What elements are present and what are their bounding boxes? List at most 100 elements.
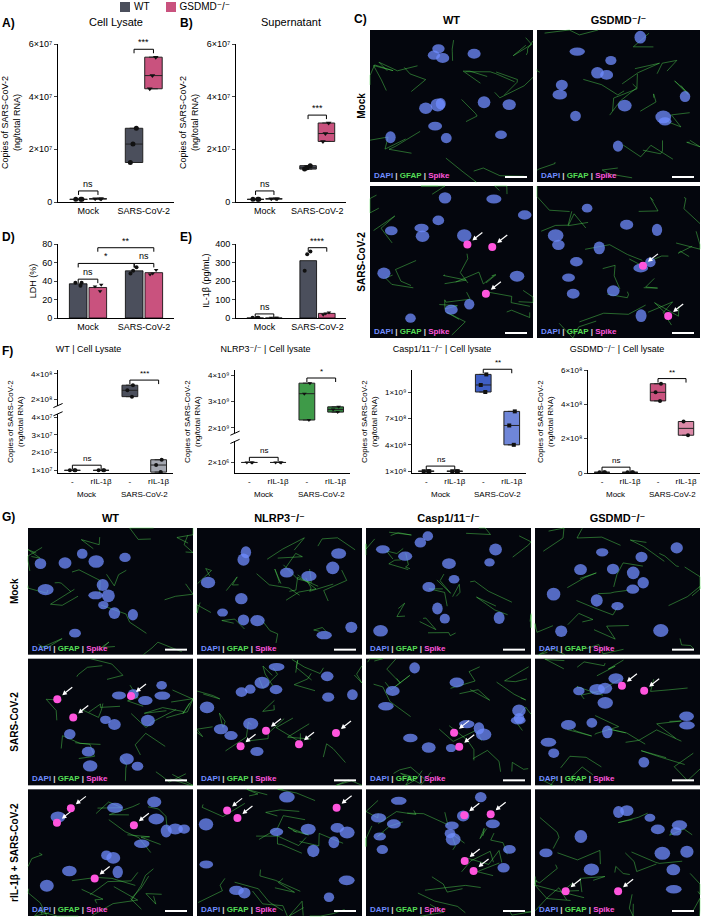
svg-text:-: - (248, 477, 251, 486)
svg-text:Mock: Mock (254, 206, 276, 216)
svg-text:DAPI | GFAP | Spike: DAPI | GFAP | Spike (201, 905, 277, 914)
svg-text:Mock: Mock (254, 322, 276, 332)
svg-text:2×10⁷: 2×10⁷ (31, 448, 52, 457)
svg-text:DAPI | GFAP | Spike: DAPI | GFAP | Spike (32, 644, 108, 653)
svg-text:ns: ns (260, 179, 270, 189)
svg-text:DAPI | GFAP | Spike: DAPI | GFAP | Spike (541, 171, 617, 180)
svg-text:SARS-CoV-2: SARS-CoV-2 (118, 322, 171, 332)
svg-text:Supernatant: Supernatant (261, 16, 321, 28)
svg-text:3×10⁹: 3×10⁹ (208, 397, 229, 406)
svg-text:Mock: Mock (77, 206, 99, 216)
svg-text:4×10⁷: 4×10⁷ (207, 92, 231, 102)
svg-text:IL-1β (pg/mL): IL-1β (pg/mL) (201, 254, 211, 308)
svg-text:Mock: Mock (77, 490, 97, 499)
svg-text:80: 80 (42, 239, 52, 249)
svg-text:SARS-CoV-2: SARS-CoV-2 (117, 206, 170, 216)
svg-text:-: - (601, 477, 604, 486)
svg-text:1×10⁹: 1×10⁹ (385, 388, 406, 397)
svg-text:DAPI | GFAP | Spike: DAPI | GFAP | Spike (539, 905, 615, 914)
svg-text:2×10⁸: 2×10⁸ (31, 395, 52, 404)
svg-text:4×10⁷: 4×10⁷ (29, 92, 53, 102)
svg-text:rIL-1β: rIL-1β (325, 477, 346, 486)
svg-text:DAPI | GFAP | Spike: DAPI | GFAP | Spike (32, 905, 108, 914)
svg-text:ns: ns (139, 251, 149, 261)
svg-text:***: *** (140, 369, 149, 378)
svg-text:NLRP3⁻/⁻ | Cell lysate: NLRP3⁻/⁻ | Cell lysate (221, 344, 311, 354)
svg-text:GSDMD⁻/⁻: GSDMD⁻/⁻ (591, 14, 647, 26)
svg-text:4×10⁹: 4×10⁹ (208, 371, 229, 380)
svg-text:Mock: Mock (606, 490, 626, 499)
svg-text:20: 20 (42, 295, 52, 305)
svg-text:DAPI | GFAP | Spike: DAPI | GFAP | Spike (370, 644, 446, 653)
svg-text:Mock: Mock (9, 578, 20, 604)
svg-text:NLRP3⁻/⁻: NLRP3⁻/⁻ (254, 512, 305, 524)
svg-text:6×10⁷: 6×10⁷ (29, 39, 53, 49)
svg-text:400: 400 (215, 239, 230, 249)
svg-text:rIL-1β: rIL-1β (444, 477, 465, 486)
svg-text:2×10⁷: 2×10⁷ (29, 144, 53, 154)
svg-text:SARS-CoV-2: SARS-CoV-2 (649, 490, 696, 499)
svg-text:SARS-CoV-2: SARS-CoV-2 (298, 490, 345, 499)
svg-text:7×10⁸: 7×10⁸ (385, 414, 406, 423)
svg-text:ns: ns (612, 456, 620, 465)
svg-text:**: ** (122, 236, 130, 246)
svg-text:***: *** (138, 37, 149, 47)
svg-text:-: - (71, 477, 74, 486)
svg-text:*: * (320, 367, 323, 376)
svg-text:ns: ns (83, 267, 93, 277)
svg-text:GSDMD⁻/⁻: GSDMD⁻/⁻ (590, 512, 646, 524)
svg-text:Mock: Mock (431, 490, 451, 499)
svg-text:ns: ns (437, 455, 445, 464)
svg-text:1×10⁷: 1×10⁷ (31, 466, 52, 475)
svg-text:2×10⁹: 2×10⁹ (208, 424, 229, 433)
svg-text:DAPI | GFAP | Spike: DAPI | GFAP | Spike (201, 644, 277, 653)
svg-text:rIL-1β: rIL-1β (675, 477, 696, 486)
svg-text:rIL-1β: rIL-1β (148, 477, 169, 486)
svg-text:-: - (482, 477, 485, 486)
svg-text:-: - (306, 477, 309, 486)
svg-text:DAPI | GFAP | Spike: DAPI | GFAP | Spike (32, 774, 108, 783)
svg-text:rIL-1β: rIL-1β (91, 477, 112, 486)
svg-text:ns: ns (83, 454, 91, 463)
svg-text:Mock: Mock (356, 93, 367, 119)
svg-text:4×10⁸: 4×10⁸ (385, 441, 406, 450)
svg-text:0: 0 (47, 197, 52, 207)
svg-text:Copies of SARS-CoV-2(ng/total: Copies of SARS-CoV-2(ng/total RNA) (6, 380, 25, 463)
svg-text:6×10⁸: 6×10⁸ (561, 366, 582, 375)
svg-text:DAPI | GFAP | Spike: DAPI | GFAP | Spike (370, 905, 446, 914)
svg-text:2×10⁷: 2×10⁷ (207, 144, 231, 154)
svg-text:4×10⁷: 4×10⁷ (31, 413, 52, 422)
svg-text:2×10⁸: 2×10⁸ (561, 434, 582, 443)
svg-text:300: 300 (215, 258, 230, 268)
svg-text:DAPI | GFAP | Spike: DAPI | GFAP | Spike (539, 774, 615, 783)
svg-text:3×10⁷: 3×10⁷ (31, 431, 52, 440)
svg-text:0: 0 (225, 197, 230, 207)
svg-text:rIL-1β: rIL-1β (501, 477, 522, 486)
svg-text:-: - (425, 477, 428, 486)
svg-text:*: * (104, 251, 108, 261)
svg-text:DAPI | GFAP | Spike: DAPI | GFAP | Spike (370, 774, 446, 783)
svg-text:GSDMD⁻/⁻ | Cell lysate: GSDMD⁻/⁻ | Cell lysate (570, 344, 664, 354)
svg-text:DAPI | GFAP | Spike: DAPI | GFAP | Spike (201, 774, 277, 783)
svg-text:SARS-CoV-2: SARS-CoV-2 (474, 490, 521, 499)
svg-text:SARS-CoV-2: SARS-CoV-2 (291, 206, 344, 216)
svg-text:1×10⁸: 1×10⁸ (385, 467, 406, 476)
svg-text:SARS-CoV-2: SARS-CoV-2 (291, 322, 344, 332)
svg-text:rIL-1β + SARS-CoV-2: rIL-1β + SARS-CoV-2 (9, 803, 20, 902)
svg-text:DAPI | GFAP | Spike: DAPI | GFAP | Spike (539, 644, 615, 653)
svg-text:rIL-1β: rIL-1β (268, 477, 289, 486)
svg-text:Copies of SARS-CoV-2(ng/total: Copies of SARS-CoV-2(ng/total RNA) (183, 380, 202, 463)
svg-text:-: - (129, 477, 132, 486)
svg-text:Copies of SARS-CoV-2(ng/total: Copies of SARS-CoV-2(ng/total RNA) (360, 380, 379, 463)
svg-text:2×10⁶: 2×10⁶ (208, 458, 229, 467)
svg-text:DAPI | GFAP | Spike: DAPI | GFAP | Spike (374, 327, 450, 336)
svg-text:Copies of SARS-CoV-2(ng/total: Copies of SARS-CoV-2(ng/total RNA) (0, 76, 22, 169)
svg-text:****: **** (310, 236, 325, 246)
svg-text:Mock: Mock (254, 490, 274, 499)
svg-text:WT | Cell Lysate: WT | Cell Lysate (56, 344, 121, 354)
svg-text:Casp1/11⁻/⁻: Casp1/11⁻/⁻ (417, 512, 480, 524)
svg-text:SARS-CoV-2: SARS-CoV-2 (9, 692, 20, 752)
svg-text:rIL-1β: rIL-1β (619, 477, 640, 486)
svg-text:ns: ns (260, 446, 268, 455)
svg-text:4×10⁸: 4×10⁸ (31, 370, 52, 379)
